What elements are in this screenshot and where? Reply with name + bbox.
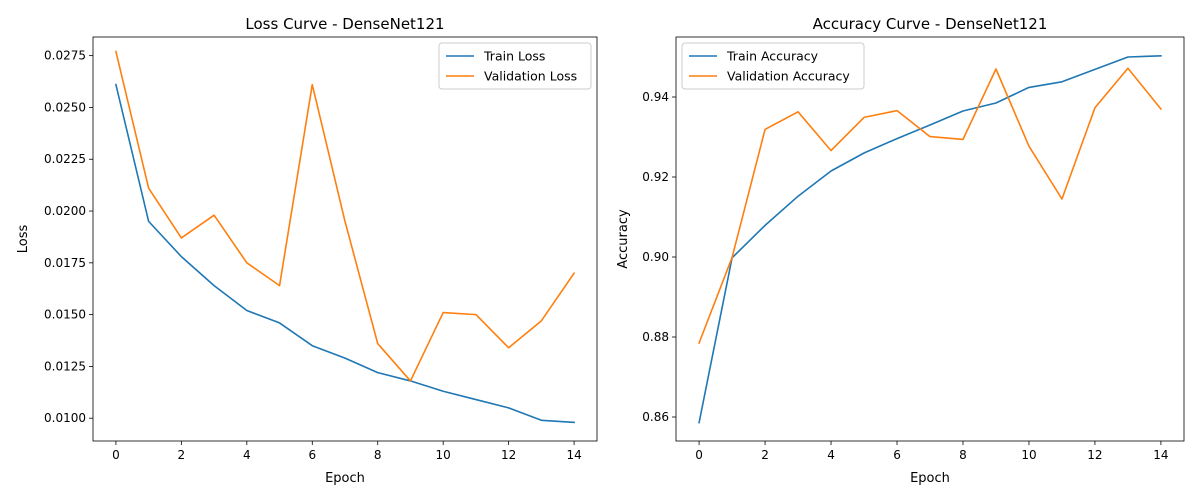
x-tick-label: 10 bbox=[1021, 448, 1036, 462]
x-tick-label: 8 bbox=[374, 448, 382, 462]
legend-label: Validation Loss bbox=[484, 69, 577, 84]
x-tick-label: 14 bbox=[1153, 448, 1168, 462]
y-axis-label: Loss bbox=[16, 225, 31, 254]
series-line-1 bbox=[114, 50, 576, 382]
y-tick-label: 0.0250 bbox=[44, 100, 86, 114]
y-tick-label: 0.86 bbox=[642, 410, 669, 424]
y-tick-label: 0.94 bbox=[642, 90, 669, 104]
y-tick-label: 0.90 bbox=[642, 250, 669, 264]
y-axis-label: Accuracy bbox=[616, 209, 631, 269]
x-tick-label: 12 bbox=[501, 448, 516, 462]
loss-chart: Loss Curve - DenseNet121 0 2 4 6 8 10 12 14 0.010… bbox=[16, 15, 598, 486]
y-tick-label: 0.0275 bbox=[44, 49, 86, 63]
y-tick-label: 0.0150 bbox=[44, 308, 86, 322]
x-tick-label: 0 bbox=[695, 448, 703, 462]
y-tick-label: 0.92 bbox=[642, 170, 669, 184]
plot-frame bbox=[92, 36, 598, 442]
y-tick-label: 0.0200 bbox=[44, 204, 86, 218]
x-axis-label: Epoch bbox=[910, 471, 950, 486]
x-tick-label: 2 bbox=[178, 448, 186, 462]
y-tick-label: 0.0225 bbox=[44, 152, 86, 166]
x-axis-label: Epoch bbox=[325, 471, 365, 486]
x-tick-label: 8 bbox=[959, 448, 967, 462]
series-line-0 bbox=[114, 83, 575, 424]
legend-label: Train Accuracy bbox=[726, 49, 819, 64]
legend-label: Train Loss bbox=[483, 49, 545, 64]
plot-frame bbox=[675, 36, 1185, 442]
legend: Train Accuracy Validation Accuracy bbox=[681, 42, 865, 90]
legend-box bbox=[681, 42, 865, 90]
y-tick-label: 0.0175 bbox=[44, 256, 86, 270]
x-tick-label: 0 bbox=[112, 448, 120, 462]
x-tick-label: 6 bbox=[308, 448, 316, 462]
x-tick-label: 12 bbox=[1087, 448, 1102, 462]
x-tick-label: 14 bbox=[566, 448, 581, 462]
x-tick-label: 4 bbox=[243, 448, 251, 462]
chart-title: Loss Curve - DenseNet121 bbox=[245, 15, 444, 33]
y-tick-label: 0.88 bbox=[642, 330, 669, 344]
y-tick-label: 0.0125 bbox=[44, 359, 86, 373]
x-tick-label: 6 bbox=[893, 448, 901, 462]
legend-box bbox=[438, 42, 592, 90]
x-tick-label: 10 bbox=[436, 448, 451, 462]
accuracy-chart: Accuracy Curve - DenseNet121 0 2 4 6 8 10 12 14 0… bbox=[616, 15, 1185, 486]
series-line-0 bbox=[698, 54, 1162, 424]
x-tick-label: 2 bbox=[761, 448, 769, 462]
legend: Train Loss Validation Loss bbox=[438, 42, 592, 90]
chart-title: Accuracy Curve - DenseNet121 bbox=[813, 15, 1048, 33]
legend-label: Validation Accuracy bbox=[727, 69, 850, 84]
x-tick-label: 4 bbox=[827, 448, 835, 462]
series-line-1 bbox=[698, 67, 1163, 345]
y-tick-label: 0.0100 bbox=[44, 411, 86, 425]
